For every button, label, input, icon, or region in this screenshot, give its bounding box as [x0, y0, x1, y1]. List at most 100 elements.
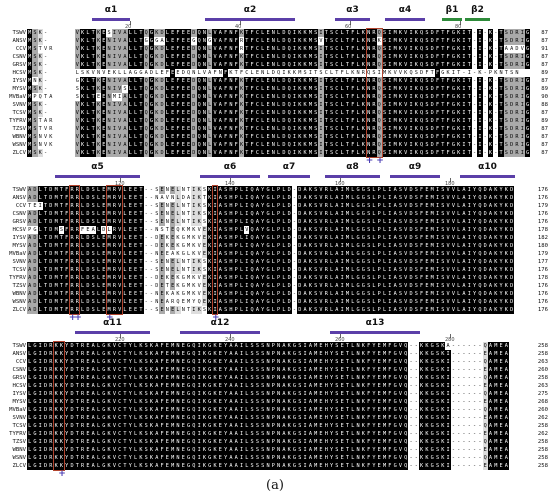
helix-bar: [325, 175, 380, 178]
end-position: 262: [537, 415, 548, 421]
species-name: CCV: [15, 203, 26, 209]
conserved-residue-box: [68, 185, 81, 315]
end-position: 87: [541, 78, 548, 84]
species-name: HCSV: [12, 227, 26, 233]
sequence-row: TSWV L G I D R K K Y D T R E A L G K V C T Y L K S K A F E M N E G Q I K G K…: [0, 342, 550, 350]
end-position: 178: [537, 227, 548, 233]
conserved-residue-box: [106, 185, 123, 315]
end-position: 87: [541, 38, 548, 44]
species-name: GRSV: [12, 62, 26, 68]
key-residue-plus-marker: +: [212, 313, 220, 323]
key-residue-plus-marker: +: [376, 156, 384, 166]
sequence-row: WSNV A D L T D M T F R R L D S L E M R V L E E T - - N E A R Q E M Y Q E K I…: [0, 298, 550, 306]
key-residue-plus-marker: +: [74, 313, 82, 323]
sequence-row: MYSV A D L T D M T F R R L D S L E M R V L E E T - - D E K E K G M K V E K I…: [0, 242, 550, 250]
end-position: 176: [537, 291, 548, 297]
species-name: WSNV: [12, 142, 26, 148]
secondary-structure-header: α5 α6 α7 α8 α9 α10 120 140 160 180: [0, 162, 550, 188]
position-tick: [340, 178, 341, 182]
species-name: TSWV: [12, 187, 26, 193]
position-number: 20: [125, 24, 132, 30]
end-position: 258: [537, 439, 548, 445]
species-name: WBNV: [12, 134, 26, 140]
sequence-row: IYSV A D L T D M T F R R L D S L E M R V L E E T - - D E K E K G M K V E K I…: [0, 234, 550, 242]
sequence-row: MYSV L G I D R K K Y D T R E A L G K V C T Y L K S K A F E M N E G Q I K G K…: [0, 398, 550, 406]
end-position: 263: [537, 383, 548, 389]
sequence-row: ZLCV L G I D R K K Y D T R E A L G K V C T Y L K S K A F E M N E G Q I K G K…: [0, 462, 550, 470]
species-name: MYSV: [12, 243, 26, 249]
helix-label: α6: [223, 162, 237, 172]
sequence-row: GRSV L G I D R K K Y D T R E A L G K V C T Y L K S K A F E M N E G Q I K G K…: [0, 374, 550, 382]
helix-label: α7: [282, 162, 296, 172]
position-tick: [350, 21, 351, 25]
position-tick: [230, 334, 231, 338]
end-position: 89: [541, 86, 548, 92]
species-name: MYSV: [12, 86, 26, 92]
helix-bar: [385, 18, 425, 21]
end-position: 87: [541, 134, 548, 140]
helix-bar: [335, 18, 370, 21]
position-number: 180: [445, 181, 455, 187]
conserved-residue-box: [212, 185, 219, 315]
end-position: 176: [537, 187, 548, 193]
position-tick: [450, 178, 451, 182]
species-name: SVNV: [12, 415, 26, 421]
position-tick: [240, 21, 241, 25]
end-position: 182: [537, 235, 548, 241]
sequence-row: TCSV A D L T D M T F R R L D S L E M R V L E E T - - S E N E L N T I K S K I…: [0, 266, 550, 274]
secondary-structure-header: α1 α2 α3 α4 β1 β2 20 40 60 80: [0, 5, 550, 31]
end-position: 275: [537, 391, 548, 397]
species-name: SVNV: [12, 102, 26, 108]
end-position: 177: [537, 259, 548, 265]
helix-label: α11: [103, 318, 122, 328]
position-number: 240: [225, 337, 235, 343]
species-name: TSWV: [12, 30, 26, 36]
sequence-row: TYFRV L G I D R K K Y D T R E A L G K V C T Y L K S K A F E M N E G Q I K G…: [0, 430, 550, 438]
figure-caption: (a): [266, 478, 284, 493]
species-name: TZSV: [12, 126, 26, 132]
end-position: 176: [537, 299, 548, 305]
helix-label: α5: [91, 162, 104, 172]
end-position: 87: [541, 54, 548, 60]
species-name: MYSV: [12, 399, 26, 405]
sequence-row: IYSV L G I D R K K Y D T R E A L G K V C T Y L K S K A F E M N E G Q I K G K…: [0, 390, 550, 398]
helix-label: α2: [243, 5, 257, 15]
species-name: GRSV: [12, 375, 26, 381]
strand-bar: [442, 18, 462, 21]
sequence-row: ZLCV A D L T D M T F R R L D S L E M R V L E E T - - S E N E L N T I K S K I…: [0, 306, 550, 314]
position-number: 60: [345, 24, 352, 30]
conserved-residue-box: [53, 341, 65, 471]
position-number: 120: [115, 181, 125, 187]
species-name: TZSV: [12, 439, 26, 445]
species-name: ZLCV: [12, 307, 26, 313]
helix-bar: [92, 18, 130, 21]
species-name: TYFRV: [9, 275, 26, 281]
